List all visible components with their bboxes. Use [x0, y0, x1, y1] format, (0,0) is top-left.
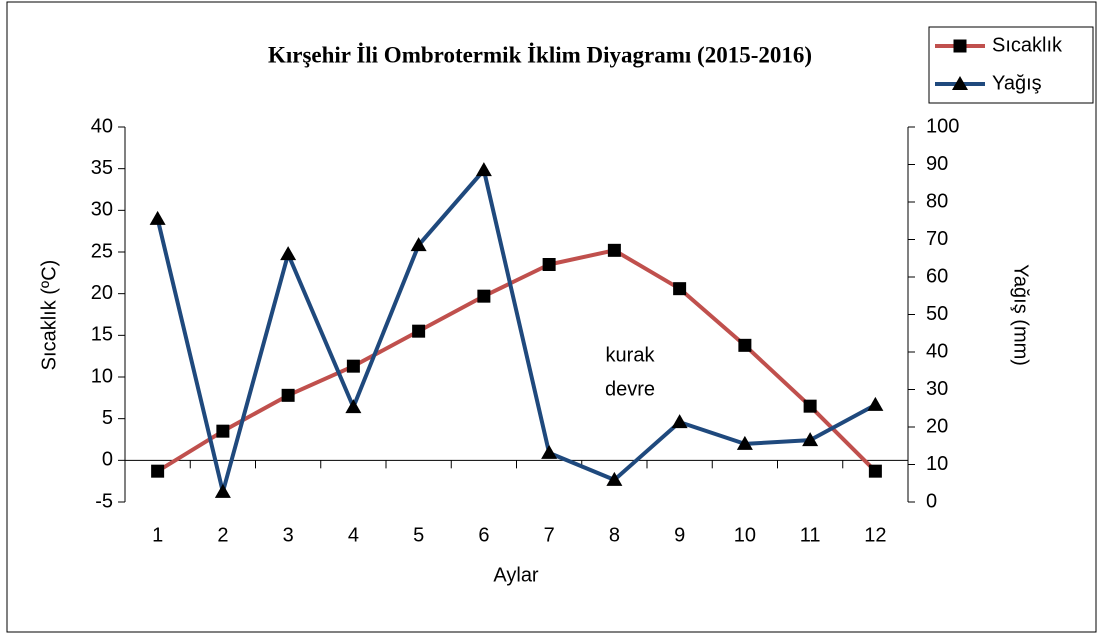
x-tick-label: 4: [348, 524, 359, 546]
y2-tick-label: 50: [926, 303, 948, 325]
y-tick-label: 5: [102, 407, 113, 429]
y2-tick-label: 60: [926, 265, 948, 287]
y2-tick-label: 70: [926, 228, 948, 250]
data-point: [738, 338, 752, 352]
x-tick-label: 3: [283, 524, 294, 546]
y-axis-label: Sıcaklık (ºC): [38, 260, 60, 371]
y2-tick-label: 40: [926, 340, 948, 362]
data-point: [542, 258, 556, 271]
data-point: [868, 464, 882, 478]
y-tick-label: -5: [95, 490, 113, 512]
y2-tick-label: 100: [926, 115, 959, 137]
y2-tick-label: 80: [926, 190, 948, 212]
data-point: [867, 396, 884, 411]
data-point: [803, 399, 817, 413]
data-point: [607, 243, 621, 257]
x-tick-label: 5: [413, 524, 424, 546]
legend-label: Sıcaklık: [992, 34, 1063, 56]
data-point: [802, 432, 819, 447]
data-point: [216, 424, 230, 438]
x-tick-label: 1: [152, 524, 163, 546]
chart-title: Kırşehir İli Ombrotermik İklim Diyagramı…: [268, 42, 812, 67]
y2-axis-label: Yağış (mm): [1010, 264, 1032, 366]
x-tick-label: 12: [864, 524, 886, 546]
data-point: [151, 464, 165, 478]
y-tick-label: 40: [91, 115, 113, 137]
x-tick-label: 9: [674, 524, 685, 546]
data-point: [673, 282, 687, 296]
legend-label: Yağış: [992, 72, 1042, 94]
annotation: kurak: [606, 344, 656, 366]
data-point: [345, 399, 362, 414]
data-point: [346, 359, 360, 373]
y2-tick-label: 90: [926, 153, 948, 175]
x-axis-label: Aylar: [493, 564, 539, 586]
y-tick-label: 30: [91, 199, 113, 221]
y-tick-label: 15: [91, 324, 113, 346]
data-point: [410, 237, 427, 252]
x-tick-label: 11: [800, 524, 821, 546]
y2-tick-label: 20: [926, 415, 948, 437]
legend-marker: [953, 39, 967, 53]
data-point: [280, 246, 297, 261]
data-point: [149, 210, 166, 225]
data-point: [606, 471, 623, 486]
y2-tick-label: 0: [926, 490, 937, 512]
y-tick-label: 10: [91, 365, 113, 387]
data-point: [671, 414, 688, 429]
data-point: [281, 388, 295, 402]
annotation: devre: [605, 378, 655, 400]
data-point: [736, 435, 753, 450]
series-line: [156, 248, 877, 473]
series-line: [155, 168, 877, 494]
data-point: [477, 289, 491, 303]
y-tick-label: 35: [91, 157, 113, 179]
chart-border: [6, 1, 1097, 633]
data-point: [214, 483, 231, 498]
x-tick-label: 7: [544, 524, 555, 546]
data-point: [541, 444, 558, 459]
y2-tick-label: 30: [926, 378, 948, 400]
x-tick-label: 10: [734, 524, 756, 546]
y-tick-label: 20: [91, 282, 113, 304]
y-tick-label: 0: [102, 449, 113, 471]
legend-marker: [952, 76, 968, 90]
data-point: [475, 162, 492, 177]
y-tick-label: 25: [91, 240, 113, 262]
x-tick-label: 2: [217, 524, 228, 546]
x-tick-label: 8: [609, 524, 620, 546]
data-point: [412, 324, 426, 338]
y2-tick-label: 10: [926, 453, 948, 475]
x-tick-label: 6: [478, 524, 489, 546]
